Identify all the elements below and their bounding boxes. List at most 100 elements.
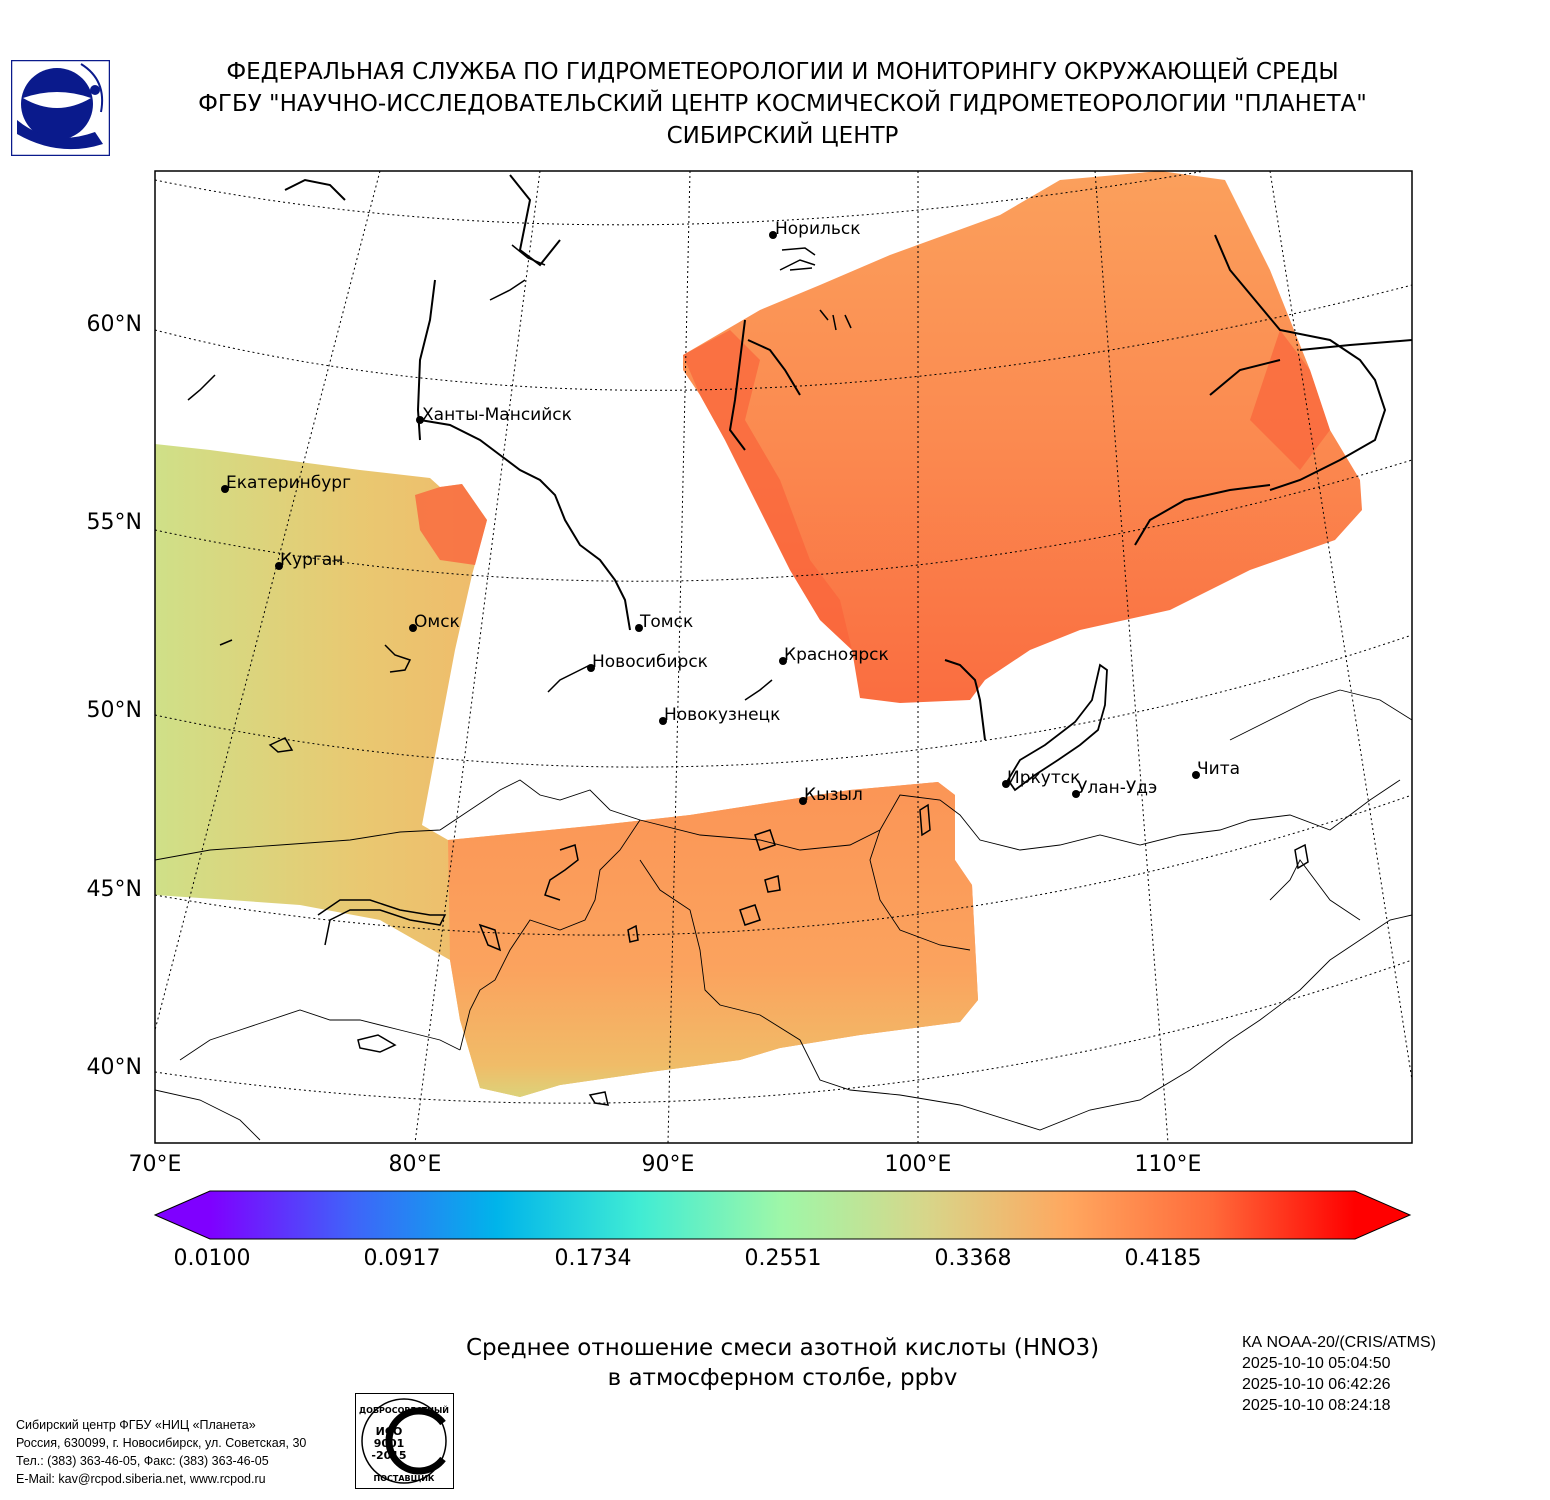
lon-label-90: 90°E	[641, 1152, 695, 1177]
swath-ne-east-edge	[1250, 330, 1330, 470]
city-dot-kyzyl	[799, 797, 807, 805]
colorbar-tick-3: 0.2551	[744, 1246, 822, 1271]
lat-line-50	[155, 634, 1412, 768]
lon-label-110: 110°E	[1134, 1152, 1202, 1177]
city-label-tomsk: Томск	[639, 612, 693, 632]
cert-2015-text: -2015	[371, 1449, 406, 1462]
colorbar-tick-2: 0.1734	[554, 1246, 632, 1271]
city-dot-nsk	[587, 664, 595, 672]
footer-org: Сибирский центр ФГБУ «НИЦ «Планета»	[16, 1418, 256, 1432]
colorbar-max-arrow	[1355, 1191, 1410, 1239]
lon-line-90	[667, 171, 691, 1143]
lake-issyk	[357, 1034, 397, 1053]
lake-uvs	[754, 829, 776, 851]
lake-zaysan	[544, 844, 579, 901]
lon-line-120	[1269, 171, 1412, 1081]
lake-misc-4	[627, 924, 639, 943]
cert-9001-text: 9001	[374, 1437, 405, 1450]
city-dot-krsk	[779, 657, 787, 665]
cert-top-text: ДОБРОСОВЕСТНЫЙ	[359, 1404, 449, 1415]
city-label-norilsk: Норильск	[775, 219, 861, 239]
colorbar-tick-1: 0.0917	[363, 1246, 441, 1271]
city-label-krsk: Красноярск	[784, 645, 889, 665]
lake-misc-10	[789, 267, 813, 271]
swath-hotspot-omsk	[415, 484, 487, 565]
lake-misc-9	[781, 247, 816, 256]
river-abakan	[744, 679, 773, 701]
city-label-ulanude: Улан-Удэ	[1077, 778, 1157, 798]
lake-misc-3	[764, 875, 781, 893]
cert-bottom-text: ПОСТАВЩИК	[374, 1474, 435, 1483]
caption-units: в атмосферном столбе, ppbv	[607, 1365, 958, 1391]
river-north-1	[187, 374, 216, 401]
city-dot-khanty	[416, 416, 424, 424]
lake-misc-2	[739, 904, 761, 926]
border-china-mon-2	[869, 829, 971, 951]
border-kyrgyz	[179, 1009, 461, 1061]
colorbar-tick-0: 0.0100	[173, 1246, 251, 1271]
swath-south	[448, 782, 978, 1097]
satellite-name: КА NOAA-20/(CRIS/ATMS)	[1242, 1334, 1436, 1351]
satellite-time-3: 2025-10-10 08:24:18	[1242, 1397, 1391, 1414]
footer-phone: Тел.: (383) 363-46-05, Факс: (383) 363-4…	[16, 1454, 269, 1468]
river-aldan	[1299, 339, 1412, 351]
colorbar-tick-5: 0.4185	[1124, 1246, 1202, 1271]
river-north-3	[779, 259, 816, 271]
lake-misc-7	[384, 644, 412, 673]
border-mongolia-china	[639, 859, 1412, 1131]
city-dot-chita	[1192, 771, 1200, 779]
border-ne	[1229, 689, 1341, 741]
lake-baikal	[1006, 663, 1108, 792]
cert-iso-text: ИСО	[376, 1425, 403, 1438]
lake-misc-1	[268, 737, 294, 753]
lon-line-80	[414, 171, 541, 1143]
lat-label-60: 60°N	[86, 312, 142, 337]
caption-title: Среднее отношение смеси азотной кислоты …	[465, 1335, 1100, 1361]
colorbar-bar	[210, 1191, 1355, 1239]
lat-line-60	[155, 284, 1412, 391]
city-dot-ulanude	[1072, 790, 1080, 798]
river-yenisei	[728, 319, 746, 451]
satellite-time-1: 2025-10-10 05:04:50	[1242, 1355, 1391, 1372]
city-dot-tomsk	[635, 624, 643, 632]
lake-alakol	[478, 923, 502, 952]
city-label-omsk: Омск	[414, 612, 460, 632]
city-dot-ekb	[221, 485, 229, 493]
city-dot-nkz	[659, 717, 667, 725]
city-dot-kurgan	[275, 562, 283, 570]
footer-email: E-Mail: kav@rcpod.siberia.net, www.rcpod…	[16, 1472, 266, 1486]
border-lakes-region	[1339, 689, 1412, 721]
city-dot-norilsk	[769, 231, 777, 239]
city-label-nkz: Новокузнецк	[664, 705, 780, 725]
border-russia-kz	[155, 779, 641, 861]
river-yenisei-lower	[944, 659, 986, 741]
river-ob	[419, 419, 631, 631]
colorbar-tick-4: 0.3368	[934, 1246, 1012, 1271]
lat-label-50: 50°N	[86, 698, 142, 723]
footer-address: Россия, 630099, г. Новосибирск, ул. Сове…	[16, 1436, 307, 1450]
lat-line-55	[155, 459, 1412, 582]
border-russia-mongolia	[639, 779, 1401, 851]
satellite-time-2: 2025-10-10 06:42:26	[1242, 1376, 1391, 1393]
river-north-2	[489, 279, 526, 301]
lon-label-100: 100°E	[884, 1152, 952, 1177]
swath-northeast	[683, 171, 1362, 703]
river-taz	[509, 174, 561, 267]
lake-misc-5	[588, 1091, 609, 1106]
lake-misc-11	[219, 639, 233, 646]
city-label-kurgan: Курган	[280, 550, 343, 570]
border-kz-china	[459, 819, 641, 1051]
river-vitim	[1209, 359, 1281, 396]
lon-label-70: 70°E	[128, 1152, 182, 1177]
border-south	[155, 1089, 261, 1141]
swath-ne-west-edge	[683, 330, 852, 650]
river-katun	[547, 664, 591, 693]
river-lena	[1214, 234, 1387, 491]
river-misc-5	[832, 314, 837, 331]
river-east	[1134, 484, 1271, 546]
header-agency: ФЕДЕРАЛЬНАЯ СЛУЖБА ПО ГИДРОМЕТЕОРОЛОГИИ …	[226, 59, 1339, 85]
colorbar-min-arrow	[155, 1191, 210, 1239]
header-center: СИБИРСКИЙ ЦЕНТР	[666, 123, 899, 149]
city-markers	[221, 231, 1200, 805]
